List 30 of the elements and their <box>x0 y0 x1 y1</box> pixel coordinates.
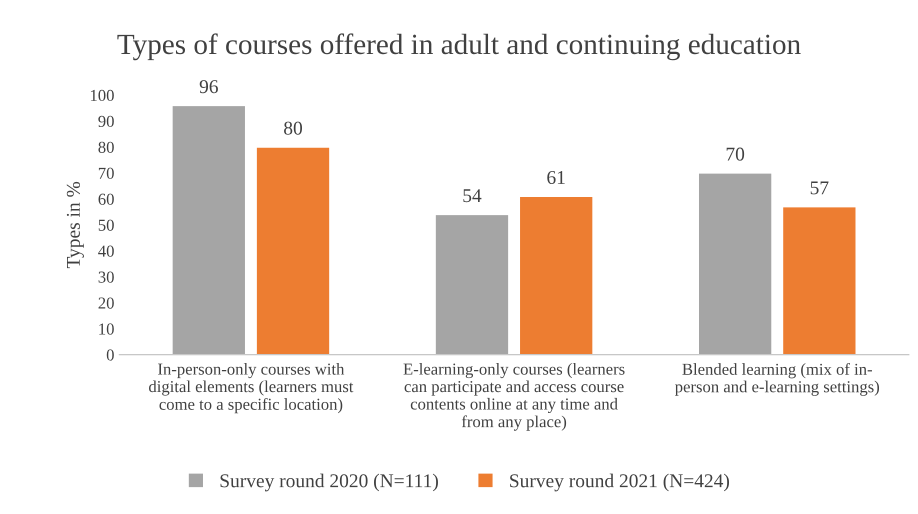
data-label: 70 <box>726 148 744 161</box>
y-tick-label: 70 <box>98 168 114 179</box>
data-label: 57 <box>810 182 829 194</box>
data-label: 54 <box>463 189 482 202</box>
y-tick-label: 40 <box>98 246 114 257</box>
bar <box>171 104 246 355</box>
chart-title: Types of courses offered in adult and continuing education <box>117 33 801 60</box>
data-label: 96 <box>200 80 218 94</box>
y-axis-title: Types in % <box>66 182 84 268</box>
bar <box>782 206 857 355</box>
bar <box>518 196 594 355</box>
bar <box>255 146 331 355</box>
y-tick-label: 100 <box>90 90 114 102</box>
y-tick-label: 80 <box>98 142 114 153</box>
x-tick-label: E-learning-only courses (learners can participate and access course contents online at any time and from any place) <box>403 362 625 431</box>
y-tick-label: 0 <box>106 349 114 361</box>
data-label: 61 <box>547 170 565 184</box>
y-tick-label: 10 <box>99 323 114 335</box>
y-tick-label: 60 <box>98 194 114 205</box>
legend-label: Survey round 2021 (N=424) <box>510 474 730 492</box>
legend-label: Survey round 2020 (N=111) <box>220 474 438 492</box>
data-label: 80 <box>284 122 302 135</box>
y-tick-label: 20 <box>98 297 114 309</box>
x-tick-label: Blended learning (mix of in- person and e-learning settings) <box>674 362 880 396</box>
bar <box>434 214 510 355</box>
x-tick-label: In-person-only courses with digital elements (learners must come to a specific location) <box>149 362 354 414</box>
y-tick-label: 50 <box>98 220 114 231</box>
bar <box>698 172 773 355</box>
y-tick-label: 90 <box>98 116 114 127</box>
y-tick-label: 30 <box>98 271 114 283</box>
